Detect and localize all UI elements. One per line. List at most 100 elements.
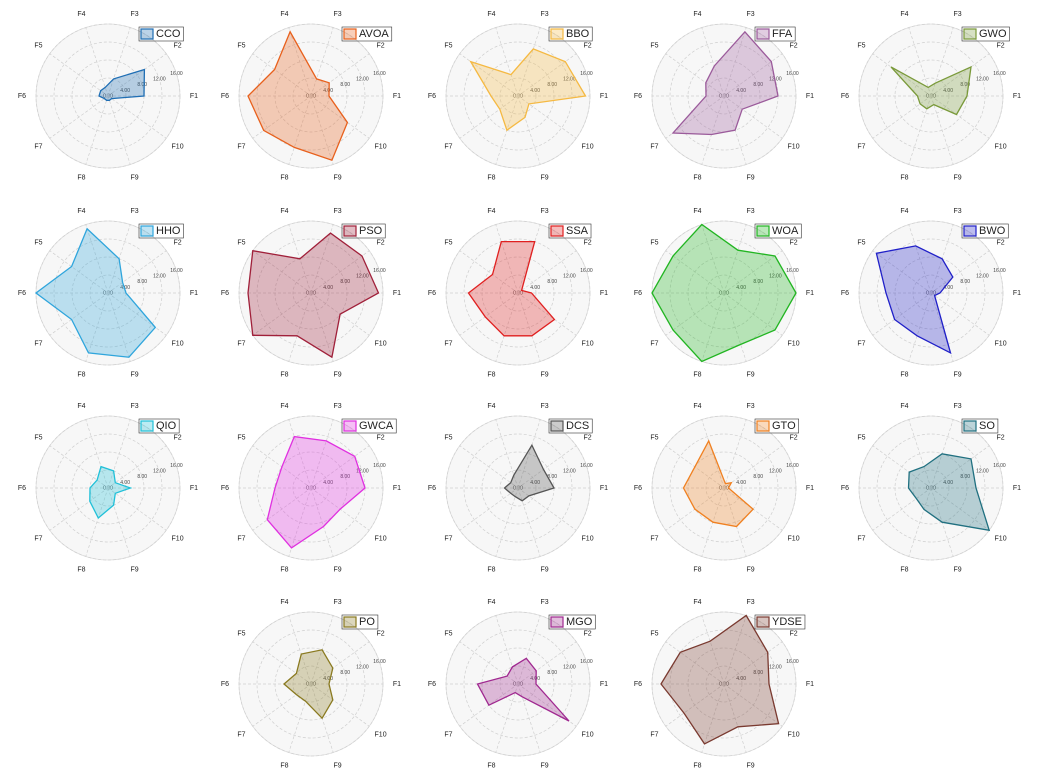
category-label: F6 bbox=[18, 290, 26, 297]
category-label: F10 bbox=[582, 731, 594, 738]
radial-tick-label: 12.00 bbox=[976, 274, 989, 280]
spoke bbox=[723, 683, 747, 753]
spoke bbox=[665, 292, 725, 336]
category-label: F8 bbox=[487, 763, 495, 770]
spoke bbox=[665, 641, 725, 685]
spoke bbox=[310, 445, 370, 489]
legend-label: SO bbox=[979, 420, 995, 432]
spoke bbox=[252, 53, 312, 97]
category-label: F6 bbox=[428, 93, 436, 100]
category-label: F3 bbox=[540, 403, 548, 410]
radial-tick-label: 16.00 bbox=[580, 659, 593, 665]
spoke bbox=[723, 419, 747, 489]
category-label: F7 bbox=[857, 340, 865, 347]
category-label: F6 bbox=[428, 485, 436, 492]
category-label: F7 bbox=[34, 340, 42, 347]
legend-swatch bbox=[756, 28, 770, 40]
spoke bbox=[85, 27, 109, 97]
legend-label: GTO bbox=[772, 420, 796, 432]
spoke bbox=[107, 292, 167, 336]
category-label: F7 bbox=[237, 731, 245, 738]
category-label: F10 bbox=[995, 535, 1007, 542]
category-label: F2 bbox=[789, 239, 797, 246]
legend-label: WOA bbox=[772, 225, 799, 237]
category-label: F3 bbox=[953, 208, 961, 215]
radial-tick-label: 12.00 bbox=[769, 665, 782, 671]
category-label: F1 bbox=[1013, 290, 1021, 297]
radial-tick-label: 16.00 bbox=[993, 268, 1006, 274]
legend-frame bbox=[961, 418, 999, 434]
category-label: F2 bbox=[173, 239, 181, 246]
category-label: F2 bbox=[789, 42, 797, 49]
spoke bbox=[517, 292, 577, 336]
category-label: F3 bbox=[540, 208, 548, 215]
legend-label: CCO bbox=[156, 28, 181, 40]
radar-area bbox=[469, 48, 587, 132]
category-label: F10 bbox=[582, 143, 594, 150]
spoke bbox=[107, 292, 131, 362]
category-label: F3 bbox=[746, 403, 754, 410]
category-label: F9 bbox=[540, 567, 548, 574]
radial-tick-label: 12.00 bbox=[356, 469, 369, 475]
category-label: F1 bbox=[600, 290, 608, 297]
grid-circle bbox=[669, 433, 779, 543]
grid-circle bbox=[256, 629, 366, 739]
category-label: F6 bbox=[221, 290, 229, 297]
radial-tick-label: 4.00 bbox=[120, 88, 130, 94]
spoke bbox=[85, 224, 109, 294]
spoke bbox=[310, 95, 334, 165]
category-label: F4 bbox=[487, 11, 495, 18]
category-label: F8 bbox=[693, 372, 701, 379]
category-label: F7 bbox=[237, 340, 245, 347]
spoke bbox=[310, 224, 334, 294]
grid-circle bbox=[463, 629, 573, 739]
legend: PSO bbox=[341, 223, 386, 239]
legend-label: PO bbox=[359, 616, 375, 628]
radial-tick-label: 16.00 bbox=[170, 268, 183, 274]
radar-area bbox=[503, 443, 555, 502]
category-label: F4 bbox=[900, 208, 908, 215]
spoke bbox=[723, 445, 783, 489]
legend-label: PSO bbox=[359, 225, 383, 237]
category-label: F7 bbox=[650, 535, 658, 542]
radar-area bbox=[282, 649, 334, 720]
category-label: F8 bbox=[77, 175, 85, 182]
category-label: F9 bbox=[130, 372, 138, 379]
spoke bbox=[310, 487, 334, 557]
radar-area bbox=[98, 68, 146, 101]
legend: GWO bbox=[961, 26, 1010, 42]
radial-tick-label: 16.00 bbox=[373, 71, 386, 77]
spoke bbox=[930, 27, 954, 97]
radar-chart: 0.004.008.0012.0016.00F1F2F3F4F5F6F7F8F9… bbox=[634, 11, 814, 182]
spoke bbox=[701, 683, 725, 753]
radial-tick-label: 4.00 bbox=[530, 480, 540, 486]
spoke bbox=[495, 292, 519, 362]
category-label: F6 bbox=[18, 93, 26, 100]
category-label: F8 bbox=[487, 372, 495, 379]
spoke bbox=[107, 250, 167, 294]
category-label: F5 bbox=[857, 434, 865, 441]
radial-tick-label: 4.00 bbox=[530, 285, 540, 291]
category-label: F5 bbox=[650, 434, 658, 441]
radial-tick-label: 8.00 bbox=[960, 474, 970, 480]
category-label: F7 bbox=[237, 535, 245, 542]
radial-tick-label: 8.00 bbox=[753, 279, 763, 285]
legend: YDSE bbox=[754, 614, 806, 630]
spoke bbox=[665, 95, 725, 139]
spoke bbox=[930, 292, 990, 336]
spoke bbox=[49, 292, 109, 336]
category-label: F8 bbox=[280, 175, 288, 182]
radar-chart: 0.004.008.0012.0016.00F1F2F3F4F5F6F7F8F9… bbox=[841, 208, 1021, 379]
spoke bbox=[701, 224, 725, 294]
radar-chart: 0.004.008.0012.0016.00F1F2F3F4F5F6F7F8F9… bbox=[221, 599, 401, 770]
radial-tick-label: 12.00 bbox=[153, 77, 166, 83]
category-label: F9 bbox=[540, 175, 548, 182]
category-label: F8 bbox=[487, 567, 495, 574]
radial-tick-label: 4.00 bbox=[943, 88, 953, 94]
spoke bbox=[723, 95, 783, 139]
category-label: F4 bbox=[280, 11, 288, 18]
category-label: F4 bbox=[77, 403, 85, 410]
category-label: F1 bbox=[393, 290, 401, 297]
category-label: F2 bbox=[376, 42, 384, 49]
spoke bbox=[517, 224, 541, 294]
